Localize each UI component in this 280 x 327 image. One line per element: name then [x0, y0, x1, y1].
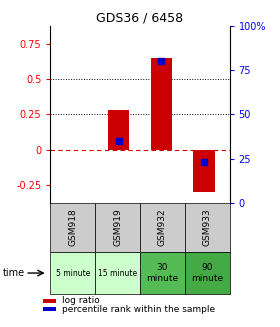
Bar [95, 252, 140, 294]
Bar [185, 203, 230, 252]
Text: GSM918: GSM918 [68, 208, 77, 246]
Bar [151, 58, 172, 150]
Text: log ratio: log ratio [62, 296, 99, 305]
Bar [50, 203, 95, 252]
Text: 15 minute: 15 minute [98, 268, 137, 278]
Title: GDS36 / 6458: GDS36 / 6458 [96, 12, 184, 25]
Text: GSM933: GSM933 [203, 208, 212, 246]
Bar [185, 252, 230, 294]
Bar [140, 203, 185, 252]
Bar [95, 203, 140, 252]
Text: 5 minute: 5 minute [56, 268, 90, 278]
Bar [50, 252, 95, 294]
Bar [140, 252, 185, 294]
Bar [193, 150, 215, 192]
Text: 30
minute: 30 minute [146, 263, 178, 283]
Text: percentile rank within the sample: percentile rank within the sample [62, 304, 215, 314]
Text: GSM932: GSM932 [158, 208, 167, 246]
Bar [108, 110, 129, 150]
Text: GSM919: GSM919 [113, 208, 122, 246]
Text: time: time [3, 268, 25, 278]
Text: 90
minute: 90 minute [191, 263, 223, 283]
